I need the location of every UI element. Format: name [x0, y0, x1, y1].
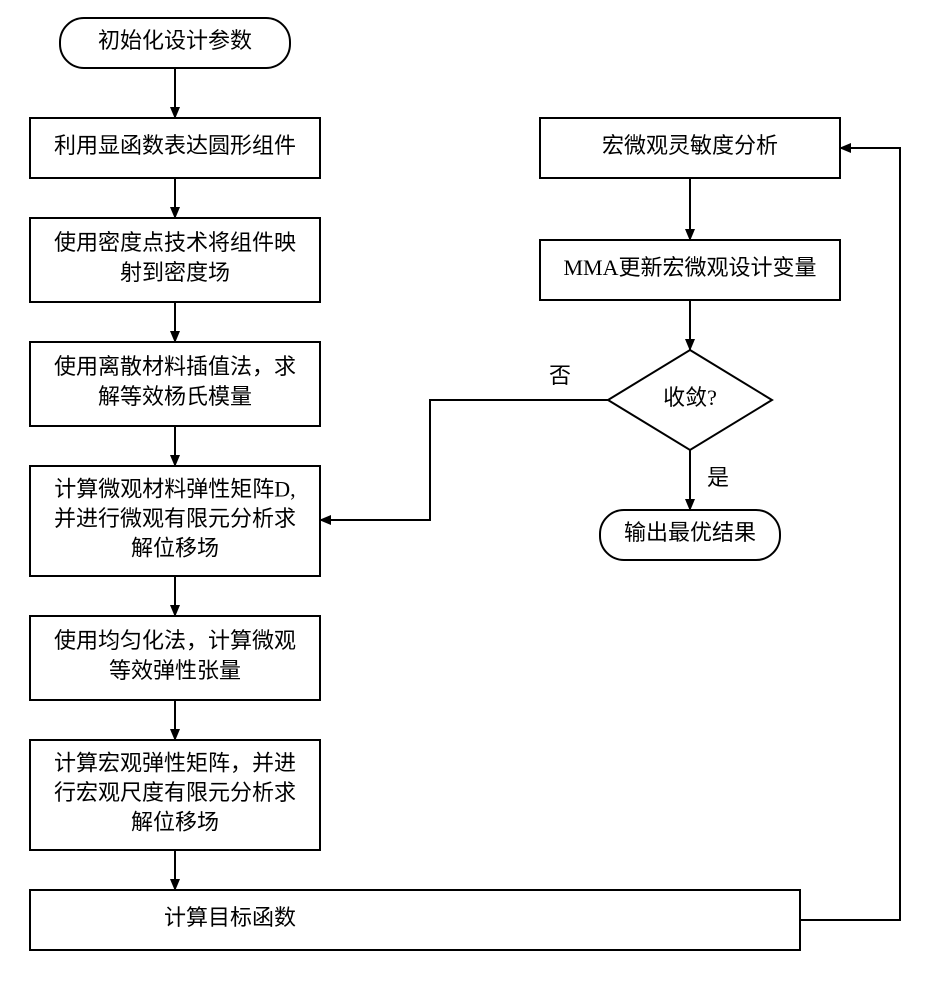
- svg-text:计算宏观弹性矩阵，并进: 计算宏观弹性矩阵，并进: [54, 750, 296, 775]
- svg-text:使用密度点技术将组件映: 使用密度点技术将组件映: [54, 230, 296, 255]
- label-yes: 是: [707, 465, 729, 490]
- svg-text:使用均匀化法，计算微观: 使用均匀化法，计算微观: [54, 628, 296, 653]
- svg-text:并进行微观有限元分析求: 并进行微观有限元分析求: [54, 506, 296, 531]
- process-n7: [30, 890, 800, 950]
- label-no: 否: [549, 363, 571, 388]
- svg-text:行宏观尺度有限元分析求: 行宏观尺度有限元分析求: [54, 780, 296, 805]
- svg-text:等效弹性张量: 等效弹性张量: [109, 658, 241, 683]
- edge: [320, 400, 608, 520]
- svg-text:计算目标函数: 计算目标函数: [164, 905, 296, 930]
- svg-text:解位移场: 解位移场: [131, 810, 219, 835]
- svg-text:宏微观灵敏度分析: 宏微观灵敏度分析: [602, 133, 778, 158]
- svg-text:利用显函数表达圆形组件: 利用显函数表达圆形组件: [54, 133, 296, 158]
- svg-text:输出最优结果: 输出最优结果: [624, 520, 756, 545]
- svg-text:计算微观材料弹性矩阵D,: 计算微观材料弹性矩阵D,: [54, 476, 295, 501]
- svg-text:射到密度场: 射到密度场: [120, 260, 230, 285]
- svg-text:收敛?: 收敛?: [663, 385, 717, 410]
- svg-text:使用离散材料插值法，求: 使用离散材料插值法，求: [54, 354, 296, 379]
- svg-text:解等效杨氏模量: 解等效杨氏模量: [98, 384, 252, 409]
- svg-text:初始化设计参数: 初始化设计参数: [98, 28, 252, 53]
- svg-text:MMA更新宏微观设计变量: MMA更新宏微观设计变量: [563, 255, 816, 280]
- svg-text:解位移场: 解位移场: [131, 536, 219, 561]
